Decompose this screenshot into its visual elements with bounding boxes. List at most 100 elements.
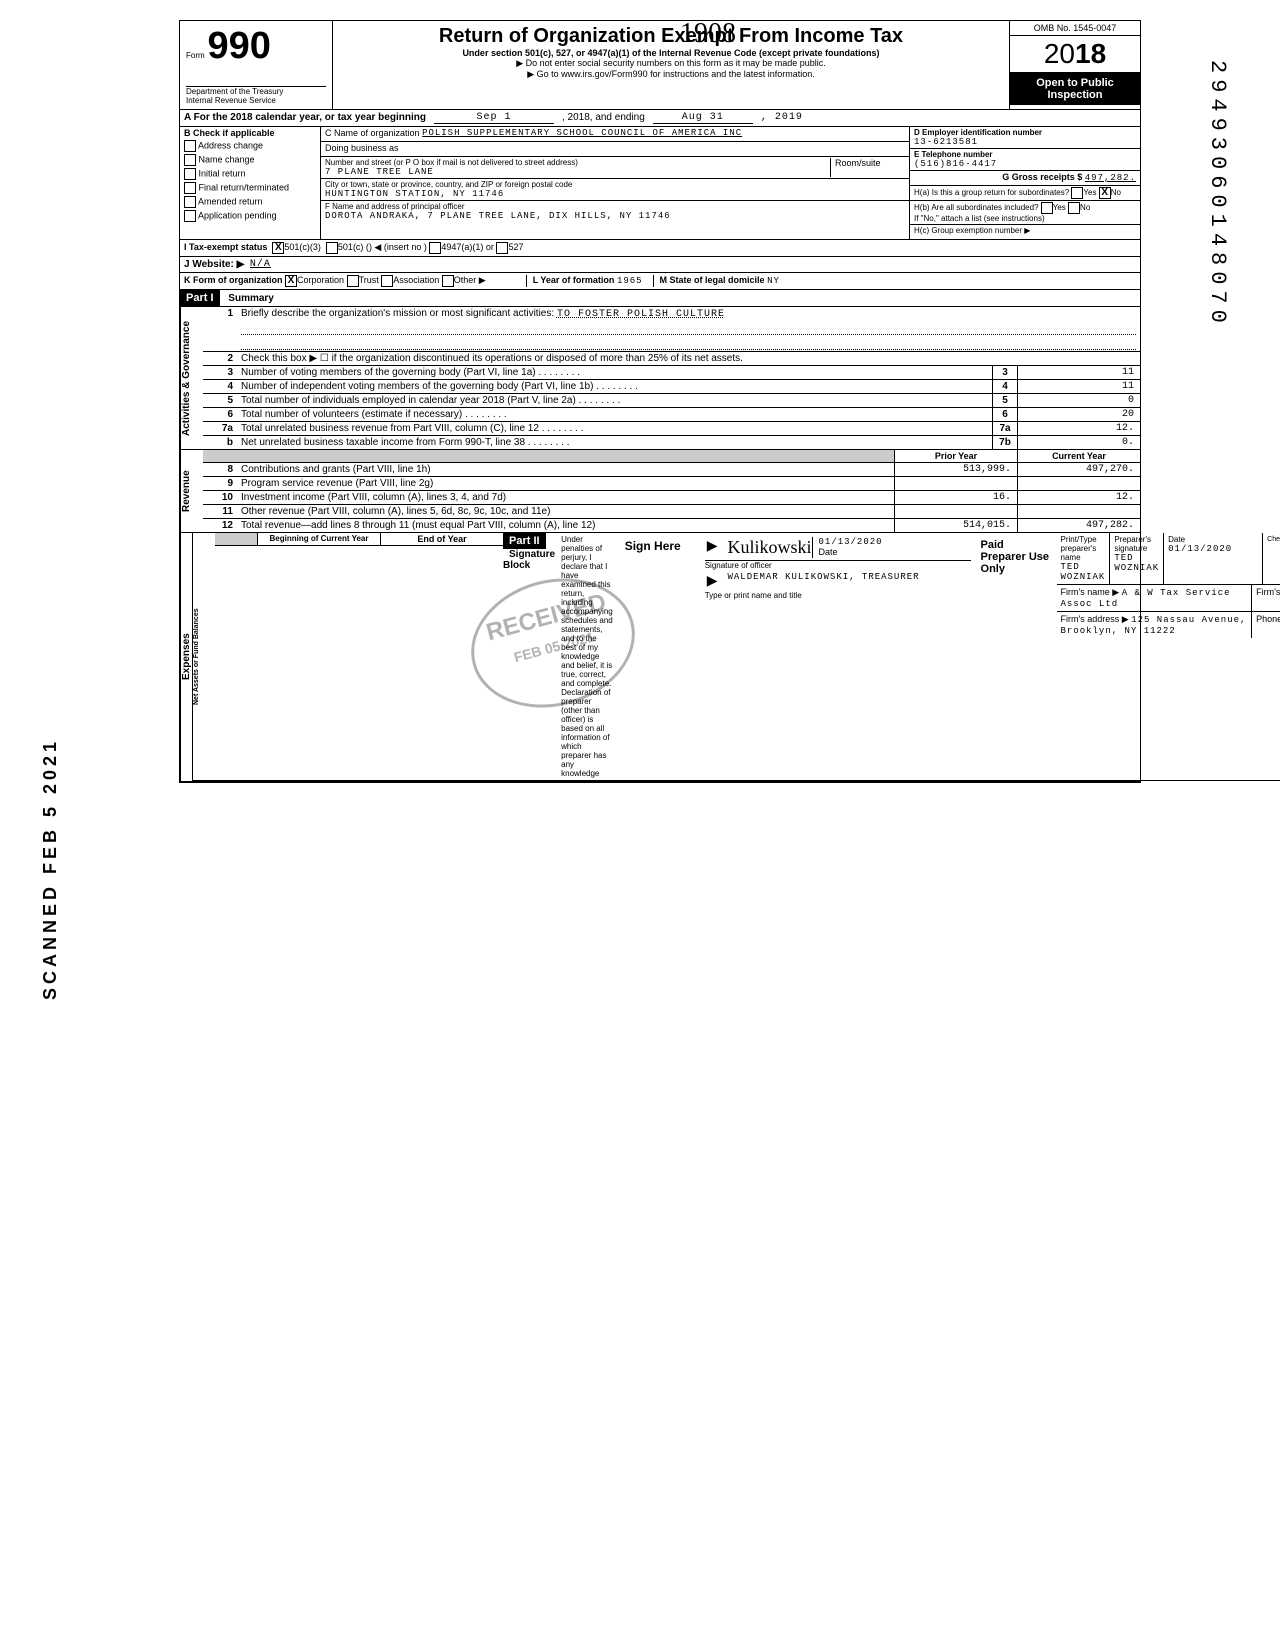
line-box: 6 (992, 408, 1017, 421)
part1-header: Part I (180, 290, 220, 306)
i-label: I Tax-exempt status (184, 242, 267, 254)
check-label: Final return/terminated (199, 182, 290, 192)
vert-netassets: Net Assets or Fund Balances (192, 533, 215, 780)
yes-2: Yes (1053, 203, 1066, 212)
line-text: Total unrelated business revenue from Pa… (237, 422, 992, 435)
current-year-val: 12. (1017, 491, 1140, 504)
prior-year-val (894, 505, 1017, 518)
sign-here-section: Sign Here ▶ Kulikowski 01/13/2020 Date S… (619, 533, 975, 781)
g-label: G Gross receipts $ (1002, 172, 1082, 182)
row-k: K Form of organization X Corporation Tru… (180, 273, 1140, 290)
line-num: 5 (203, 394, 237, 407)
firm-addr-label: Firm's address ▶ (1061, 614, 1129, 624)
opt-501c: 501(c) ( (338, 242, 369, 254)
right-box: OMB No. 1545-0047 2018 Open to Public In… (1009, 21, 1140, 109)
line-num: 8 (203, 463, 237, 476)
part2-title: Signature Block (503, 547, 555, 573)
l-val: 1965 (617, 276, 643, 286)
line-val: 11 (1017, 380, 1140, 393)
sig-date: 01/13/2020 (819, 537, 969, 547)
col-b-mid: C Name of organization POLISH SUPPLEMENT… (321, 127, 909, 239)
form-number: 990 (207, 25, 270, 67)
table-row: 3Number of voting members of the governi… (203, 366, 1140, 380)
prep-date-label: Date (1168, 535, 1258, 544)
check-label: Application pending (198, 210, 277, 220)
k-label: K Form of organization (184, 275, 283, 287)
527-check[interactable] (496, 242, 508, 254)
ty-begin: Sep 1 (434, 112, 554, 124)
ln1: 1 (203, 307, 237, 351)
vert-revenue: Revenue (180, 450, 203, 532)
assoc-check[interactable] (381, 275, 393, 287)
no-2: No (1080, 203, 1090, 212)
check-label: Amended return (198, 196, 263, 206)
ha-label: H(a) Is this a group return for subordin… (914, 188, 1069, 197)
firm-name-label: Firm's name ▶ (1061, 587, 1120, 597)
hb-yes-check[interactable] (1041, 202, 1053, 214)
4947-check[interactable] (429, 242, 441, 254)
checkbox[interactable] (184, 210, 196, 222)
row-a-mid: , 2018, and ending (562, 112, 645, 124)
line-val: 0 (1017, 394, 1140, 407)
checkbox[interactable] (184, 140, 196, 152)
checkbox[interactable] (184, 196, 196, 208)
header-row: Form 990 Department of the Treasury Inte… (180, 21, 1140, 110)
line-num: 12 (203, 519, 237, 532)
org-name: POLISH SUPPLEMENTARY SCHOOL COUNCIL OF A… (422, 128, 742, 140)
501c3-check[interactable]: X (272, 242, 284, 254)
line-text: Other revenue (Part VIII, column (A), li… (237, 505, 894, 518)
other-check[interactable] (442, 275, 454, 287)
501c-check[interactable] (326, 242, 338, 254)
scanned-stamp: SCANNED FEB 5 2021 (40, 738, 61, 1000)
table-row: 10Investment income (Part VIII, column (… (203, 491, 1140, 505)
prior-year-val: 16. (894, 491, 1017, 504)
checkbox[interactable] (184, 182, 196, 194)
sig-officer-label: Signature of officer (705, 561, 971, 570)
line-text: Investment income (Part VIII, column (A)… (237, 491, 894, 504)
year-bold: 18 (1075, 38, 1106, 69)
ha-yes-check[interactable] (1071, 187, 1083, 199)
line-num: 4 (203, 380, 237, 393)
firm-ein-label: Firm's EIN ▶ (1256, 587, 1280, 597)
checkbox[interactable] (184, 168, 196, 180)
room-label: Room/suite (830, 158, 905, 177)
governance-section: Activities & Governance 1 Briefly descri… (180, 307, 1140, 450)
line-box: 4 (992, 380, 1017, 393)
line-val: 11 (1017, 366, 1140, 379)
col-b-right: D Employer identification number 13-6213… (909, 127, 1140, 239)
checkbox[interactable] (184, 154, 196, 166)
officer: DOROTA ANDRAKA, 7 PLANE TREE LANE, DIX H… (325, 211, 905, 221)
hb-no-check[interactable] (1068, 202, 1080, 214)
line-num: 3 (203, 366, 237, 379)
line-text: Total revenue—add lines 8 through 11 (mu… (237, 519, 894, 532)
line-val: 20 (1017, 408, 1140, 421)
paid-preparer-label: Paid Preparer Use Only (975, 533, 1057, 780)
opt-other: Other ▶ (454, 275, 486, 287)
netassets-section: Net Assets or Fund Balances Beginning of… (192, 533, 503, 781)
hb-label: H(b) Are all subordinates included? (914, 203, 1039, 212)
firm-phone-label: Phone no (1256, 614, 1280, 624)
line-num: 10 (203, 491, 237, 504)
expenses-section: Expenses Net Assets or Fund Balances Beg… (180, 533, 1140, 782)
officer-signature: Kulikowski (718, 537, 812, 558)
section-b-h: B Check if applicable Address change Nam… (180, 127, 1140, 240)
form-990-page: Form 990 Department of the Treasury Inte… (179, 20, 1141, 783)
check-label: Initial return (199, 168, 246, 178)
opt-trust: Trust (359, 275, 379, 287)
ein: 13-6213581 (914, 137, 1136, 147)
e-label: E Telephone number (914, 150, 1136, 159)
ha-no-check[interactable]: X (1099, 187, 1111, 199)
trust-check[interactable] (347, 275, 359, 287)
self-emp-check-label: Check ☐ if self-employed (1263, 533, 1280, 584)
table-row: 8Contributions and grants (Part VIII, li… (203, 463, 1140, 477)
ty-end: Aug 31 (653, 112, 753, 124)
m-val: NY (767, 276, 780, 286)
prior-year-header: Prior Year (894, 450, 1017, 462)
open-public: Open to Public Inspection (1010, 73, 1140, 105)
m-label: M State of legal domicile (660, 275, 765, 285)
prep-sig-label: Preparer's signature (1114, 535, 1159, 553)
irs-label: Internal Revenue Service (186, 96, 326, 105)
corp-check[interactable]: X (285, 275, 297, 287)
form-number-box: Form 990 Department of the Treasury Inte… (180, 21, 333, 109)
current-year-header: Current Year (1017, 450, 1140, 462)
